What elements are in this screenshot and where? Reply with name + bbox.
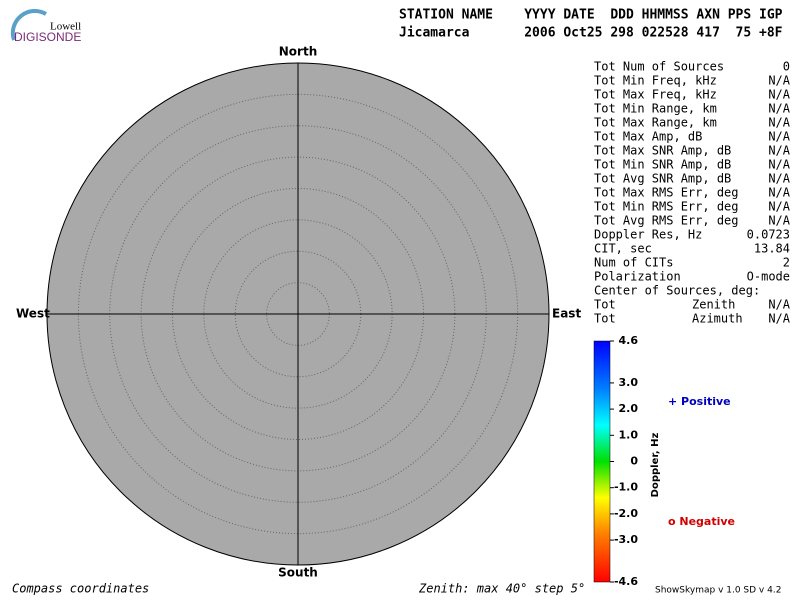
stat-value: N/A	[768, 88, 790, 102]
header-values: Jicamarca 2006 Oct25 298 022528 417 75 +…	[399, 26, 783, 41]
colorbar-ticks: 4.6 3.0 2.0 1.0 0 -1.0 -2.0 -3.0 -4.6	[610, 334, 638, 588]
center-label: Tot	[594, 312, 616, 326]
stats-table: Tot Num of Sources 0 Tot Min Freq, kHz N/A T…	[594, 60, 791, 326]
stat-label: Doppler Res, Hz	[594, 228, 702, 242]
stat-label: Tot Min RMS Err, deg	[594, 200, 739, 214]
center-name: Azimuth	[692, 312, 743, 326]
stat-label: Tot Avg SNR Amp, dB	[594, 172, 731, 186]
stat-value: N/A	[768, 172, 790, 186]
center-title: Center of Sources, deg:	[594, 284, 760, 298]
center-value: N/A	[768, 312, 790, 326]
stat-label: Tot Max RMS Err, deg	[594, 186, 739, 200]
logo-swirl	[10, 8, 48, 41]
stat-value: 0	[783, 60, 790, 74]
stat-label: Tot Min Range, km	[594, 102, 717, 116]
stat-label: CIT, sec	[594, 242, 652, 256]
stat-label: Tot Max SNR Amp, dB	[594, 144, 731, 158]
colorbar-tick-label: -1.0	[614, 481, 638, 494]
stat-label: Tot Min SNR Amp, dB	[594, 158, 731, 172]
stat-label: Tot Max Range, km	[594, 116, 717, 130]
legend-positive: + Positive	[668, 395, 731, 408]
south-label: South	[278, 566, 318, 580]
colorbar	[593, 340, 611, 583]
colorbar-tick-label: -4.6	[614, 575, 638, 588]
stat-label: Tot Num of Sources	[594, 60, 724, 74]
colorbar-tick-label: 2.0	[619, 402, 639, 415]
center-label: Tot	[594, 298, 616, 312]
footer-right: ShowSkymap v 1.0 SD v 4.2	[655, 586, 781, 596]
colorbar-tick-label: -2.0	[614, 507, 638, 520]
stat-value: O-mode	[747, 270, 790, 284]
center-name: Zenith	[692, 298, 735, 312]
colorbar-title: Doppler, Hz	[650, 433, 661, 498]
stat-label: Tot Max Freq, kHz	[594, 88, 717, 102]
stat-value: N/A	[768, 200, 790, 214]
logo-text: Lowell	[50, 21, 81, 33]
footer-left: Compass coordinates	[12, 582, 149, 596]
stat-label: Tot Avg RMS Err, deg	[594, 214, 739, 228]
stat-label: Polarization	[594, 270, 681, 284]
north-label: North	[279, 45, 317, 59]
colorbar-tick-label: 4.6	[619, 334, 639, 347]
stat-value: N/A	[768, 74, 790, 88]
stat-label: Tot Max Amp, dB	[594, 130, 702, 144]
colorbar-tick-label: 3.0	[619, 376, 639, 389]
stat-value: 13.84	[754, 242, 790, 256]
stat-label: Num of CITs	[594, 256, 673, 270]
colorbar-tick-label: 1.0	[619, 428, 639, 441]
stat-value: N/A	[768, 116, 790, 130]
colorbar-tick-label: -3.0	[614, 533, 638, 546]
stat-value: N/A	[768, 130, 790, 144]
stat-value: N/A	[768, 186, 790, 200]
stat-value: 0.0723	[747, 228, 790, 242]
west-label: West	[16, 307, 50, 321]
stat-value: N/A	[768, 214, 790, 228]
stat-value: N/A	[768, 158, 790, 172]
stat-value: N/A	[768, 144, 790, 158]
logo-brand: DIGISONDE	[14, 30, 81, 44]
header-labels: STATION NAME YYYY DATE DDD HHMMSS AXN PP…	[399, 8, 783, 23]
east-label: East	[552, 307, 581, 321]
footer-middle: Zenith: max 40° step 5°	[418, 582, 585, 596]
stat-label: Tot Min Freq, kHz	[594, 74, 717, 88]
stat-value: N/A	[768, 102, 790, 116]
stat-value: 2	[783, 256, 790, 270]
legend-negative: o Negative	[668, 515, 735, 528]
colorbar-tick-label: 0	[630, 455, 638, 468]
center-value: N/A	[768, 298, 790, 312]
